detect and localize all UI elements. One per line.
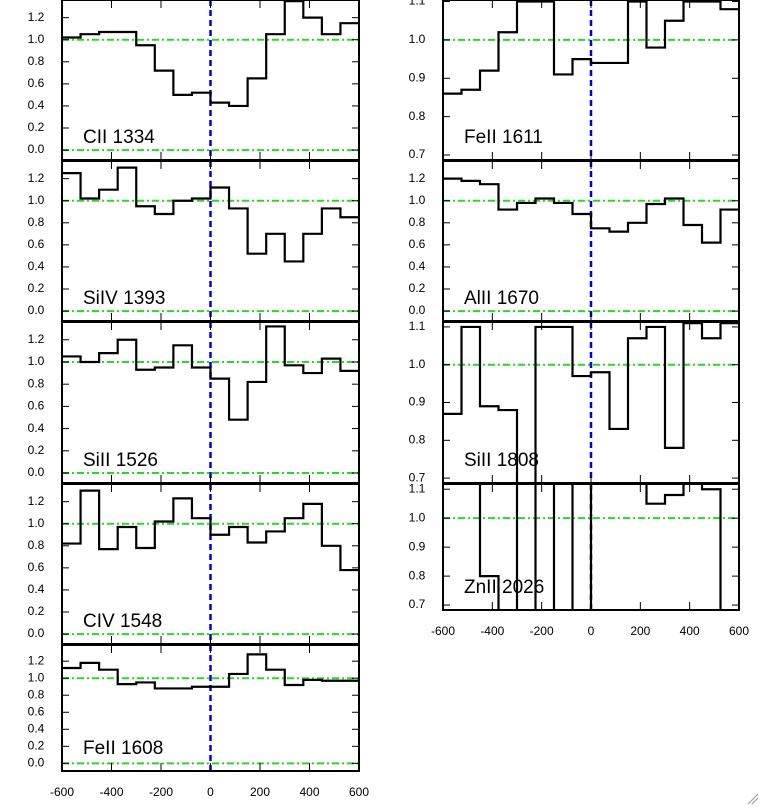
spectrum-line — [62, 166, 359, 263]
y-tick-label: 0.4 — [28, 721, 45, 735]
y-tick-label: 1.0 — [28, 354, 45, 368]
y-tick-label: 0.9 — [409, 539, 426, 553]
spectrum-line — [62, 489, 359, 572]
y-tick-label: 0.0 — [28, 303, 45, 317]
resize-grip — [747, 793, 759, 805]
x-tick-label: 200 — [630, 624, 650, 638]
y-tick-label: 0.4 — [409, 259, 426, 273]
y-tick-label: 0.4 — [28, 98, 45, 112]
y-tick-label: 1.2 — [28, 332, 45, 346]
x-tick-label: -200 — [149, 785, 173, 799]
y-tick-label: 0.8 — [409, 432, 426, 446]
y-tick-label: 0.8 — [28, 54, 45, 68]
y-tick-label: 0.4 — [28, 259, 45, 273]
panel: 0.0 0.2 0.4 0.6 0.8 1.0 1.2 -600 -400 -200 0 200 400… — [28, 644, 369, 799]
y-tick-label: 1.0 — [409, 357, 426, 371]
x-tick-label: 400 — [680, 624, 700, 638]
y-tick-label: 0.0 — [28, 142, 45, 156]
y-tick-label: 0.2 — [28, 604, 45, 618]
y-tick-label: 0.6 — [28, 704, 45, 718]
y-tick-label: 0.8 — [409, 215, 426, 229]
y-tick-label: 0.8 — [28, 376, 45, 390]
x-tick-label: -600 — [431, 624, 455, 638]
x-tick-label: 600 — [349, 785, 369, 799]
y-tick-label: 1.0 — [409, 510, 426, 524]
y-tick-label: 0.8 — [409, 568, 426, 582]
y-tick-label: 0.7 — [409, 597, 426, 611]
y-tick-label: 1.0 — [409, 193, 426, 207]
y-tick-label: 0.6 — [28, 237, 45, 251]
spectrum-line — [62, 0, 359, 108]
x-tick-label: -600 — [50, 785, 74, 799]
y-tick-label: 0.0 — [409, 303, 426, 317]
x-tick-label: -200 — [530, 624, 554, 638]
y-tick-label: 1.2 — [28, 171, 45, 185]
panel: 0.0 0.2 0.4 0.6 0.8 1.0 1.2 AlII 1670 — [409, 160, 740, 322]
x-tick-label: 200 — [250, 785, 270, 799]
panel-label: CIV 1548 — [83, 611, 162, 632]
spectrum-line — [443, 322, 739, 483]
y-tick-label: 0.0 — [28, 626, 45, 640]
y-tick-label: 0.9 — [409, 70, 426, 84]
y-tick-label: 1.0 — [28, 516, 45, 530]
spectrum-line — [62, 325, 359, 421]
y-tick-label: 1.1 — [409, 481, 426, 495]
y-tick-label: 1.0 — [409, 32, 426, 46]
panel: 0.0 0.2 0.4 0.6 0.8 1.0 1.2 SiII 1526 — [28, 321, 360, 484]
y-tick-label: 0.0 — [28, 756, 45, 770]
panel-label: SiIV 1393 — [83, 288, 165, 309]
y-tick-label: 0.6 — [409, 237, 426, 251]
x-tick-label: -400 — [480, 624, 504, 638]
y-tick-label: 1.0 — [28, 670, 45, 684]
y-tick-label: 0.2 — [409, 281, 426, 295]
y-tick-label: 1.2 — [28, 494, 45, 508]
panel-label: SiII 1808 — [464, 450, 539, 471]
y-tick-label: 1.2 — [409, 171, 426, 185]
x-tick-label: 0 — [588, 624, 595, 638]
panel: 0.0 0.2 0.4 0.6 0.8 1.0 1.2 SiIV 1393 — [28, 160, 360, 322]
spectrum-line — [62, 653, 359, 690]
y-tick-label: 0.6 — [28, 399, 45, 413]
y-tick-label: 1.0 — [28, 32, 45, 46]
panel-label: SiII 1526 — [83, 450, 158, 471]
y-tick-label: 0.2 — [28, 120, 45, 134]
panel-label: AlII 1670 — [464, 288, 539, 309]
y-tick-label: 0.8 — [28, 687, 45, 701]
y-tick-label: 0.2 — [28, 443, 45, 457]
y-tick-label: 0.6 — [28, 560, 45, 574]
y-tick-label: 0.2 — [28, 281, 45, 295]
y-tick-label: 0.9 — [409, 395, 426, 409]
panel: 0.0 0.2 0.4 0.6 0.8 1.0 1.2 CII 1334 — [28, 0, 360, 161]
panel-label: CII 1334 — [83, 127, 155, 148]
panel: 0.7 0.8 0.9 1.0 1.1 -600 -400 -200 0 200 400 600 ZnI… — [409, 481, 750, 638]
panel: 0.0 0.2 0.4 0.6 0.8 1.0 1.2 CIV 1548 — [28, 483, 360, 645]
y-tick-label: 0.4 — [28, 582, 45, 596]
y-tick-label: 0.2 — [28, 738, 45, 752]
x-tick-label: 0 — [207, 785, 214, 799]
y-tick-label: 0.0 — [28, 465, 45, 479]
spectrum-line — [443, 0, 739, 95]
x-tick-label: -400 — [99, 785, 123, 799]
y-tick-label: 0.7 — [409, 147, 426, 161]
y-tick-label: 1.0 — [28, 193, 45, 207]
panel-label: ZnII 2026 — [464, 577, 544, 598]
panel-label: FeII 1608 — [83, 738, 163, 759]
y-tick-label: 0.8 — [28, 215, 45, 229]
y-tick-label: 0.7 — [409, 470, 426, 484]
x-tick-label: 400 — [299, 785, 319, 799]
y-tick-label: 1.1 — [409, 0, 426, 8]
y-tick-label: 0.8 — [409, 109, 426, 123]
y-tick-label: 1.1 — [409, 319, 426, 333]
y-tick-label: 0.4 — [28, 421, 45, 435]
y-tick-label: 1.2 — [28, 10, 45, 24]
spectrum-line — [443, 177, 739, 244]
panel-label: FeII 1611 — [464, 127, 543, 148]
y-tick-label: 0.6 — [28, 76, 45, 90]
panel: 0.7 0.8 0.9 1.0 1.1 FeII 1611 — [409, 0, 740, 161]
y-tick-label: 0.8 — [28, 538, 45, 552]
x-tick-label: 600 — [729, 624, 749, 638]
y-tick-label: 1.2 — [28, 653, 45, 667]
